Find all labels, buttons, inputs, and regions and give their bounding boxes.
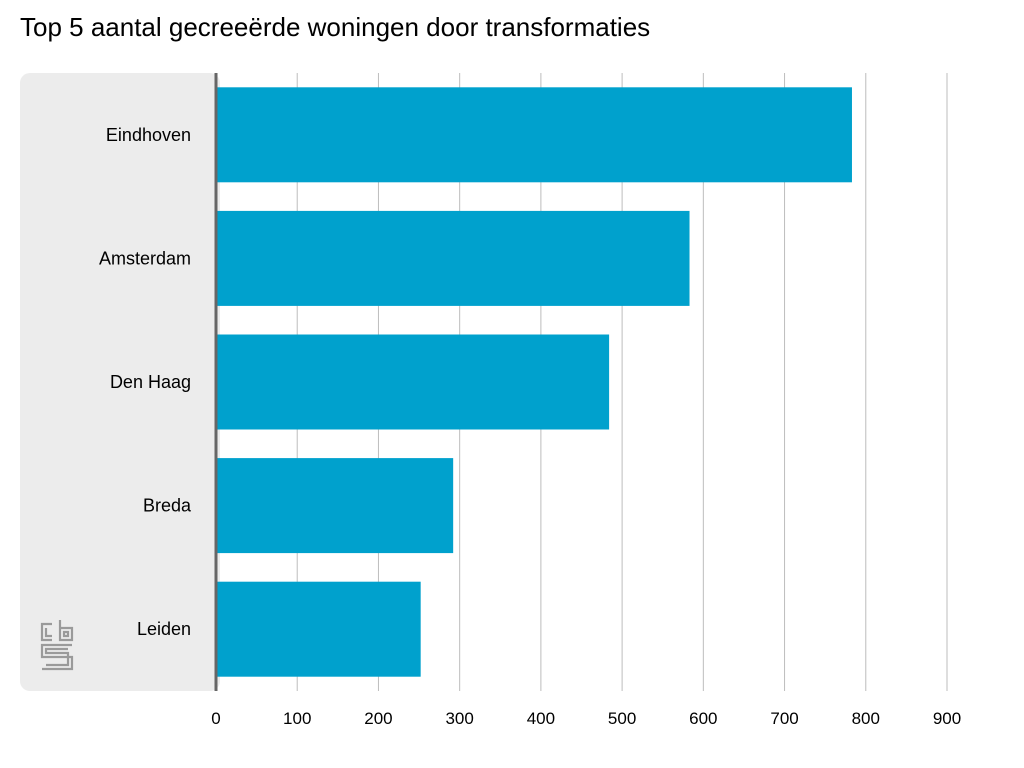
x-tick-label: 0 <box>211 709 220 728</box>
category-label-panel <box>20 73 220 691</box>
bar <box>216 87 852 183</box>
category-labels: Eindhoven Amsterdam Den Haag Breda Leiden <box>99 125 192 639</box>
chart-title: Top 5 aantal gecreeërde woningen door tr… <box>20 12 651 42</box>
x-tick-label: 300 <box>445 709 473 728</box>
x-tick-label: 200 <box>364 709 392 728</box>
category-label: Den Haag <box>110 372 191 392</box>
bar <box>216 458 454 554</box>
bar <box>216 581 421 677</box>
x-tick-label: 900 <box>933 709 961 728</box>
x-tick-labels: 0 100 200 300 400 500 600 700 800 900 <box>211 709 961 728</box>
x-tick-label: 600 <box>689 709 717 728</box>
bar <box>216 210 690 306</box>
category-label: Amsterdam <box>99 248 191 268</box>
category-label: Leiden <box>137 619 191 639</box>
bars <box>216 87 852 677</box>
bar <box>216 334 610 430</box>
x-tick-label: 700 <box>770 709 798 728</box>
category-label: Eindhoven <box>106 125 191 145</box>
cbs-logo <box>40 620 74 671</box>
category-label: Breda <box>143 496 192 516</box>
x-tick-label: 800 <box>852 709 880 728</box>
x-tick-label: 400 <box>527 709 555 728</box>
x-tick-label: 100 <box>283 709 311 728</box>
x-tick-label: 500 <box>608 709 636 728</box>
